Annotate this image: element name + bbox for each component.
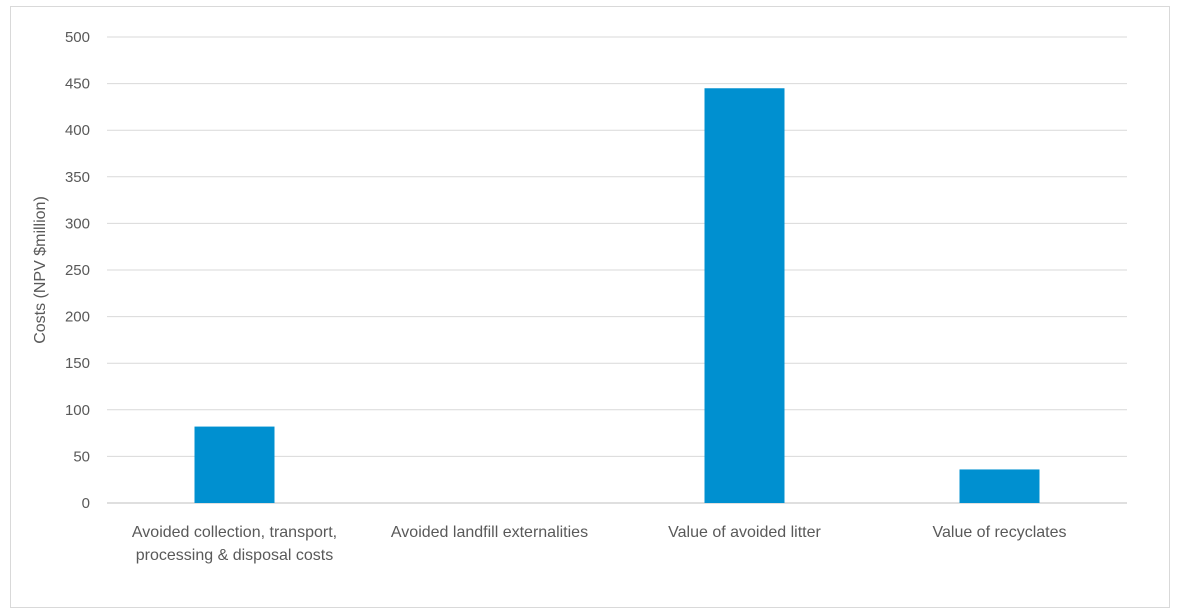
- category-label: processing & disposal costs: [136, 547, 333, 564]
- y-tick-label: 300: [65, 215, 90, 232]
- bars: [194, 88, 1040, 503]
- y-tick-label: 150: [65, 355, 90, 372]
- y-tick-label: 50: [73, 448, 90, 465]
- bar: [704, 88, 785, 503]
- y-tick-label: 450: [65, 76, 90, 93]
- chart-frame: [10, 6, 1170, 608]
- gridlines: [107, 36, 1127, 504]
- y-tick-label: 500: [65, 29, 90, 46]
- y-tick-label: 100: [65, 402, 90, 419]
- bar: [194, 426, 275, 503]
- bar: [959, 469, 1040, 503]
- y-tick-label: 200: [65, 309, 90, 326]
- y-tick-label: 350: [65, 169, 90, 186]
- y-axis-title: Costs (NPV $million): [32, 196, 49, 344]
- y-tick-label: 250: [65, 262, 90, 279]
- y-tick-label: 400: [65, 122, 90, 139]
- category-label: Value of recyclates: [933, 524, 1067, 541]
- category-label: Value of avoided litter: [668, 524, 821, 541]
- category-label: Avoided landfill externalities: [391, 524, 588, 541]
- category-labels: Avoided collection, transport, processing…: [132, 524, 1067, 564]
- y-tick-label: 0: [82, 495, 90, 512]
- category-label: Avoided collection, transport,: [132, 524, 337, 541]
- y-tick-labels: 0 50 100 150 200 250 300 350 400 450 500: [65, 29, 90, 512]
